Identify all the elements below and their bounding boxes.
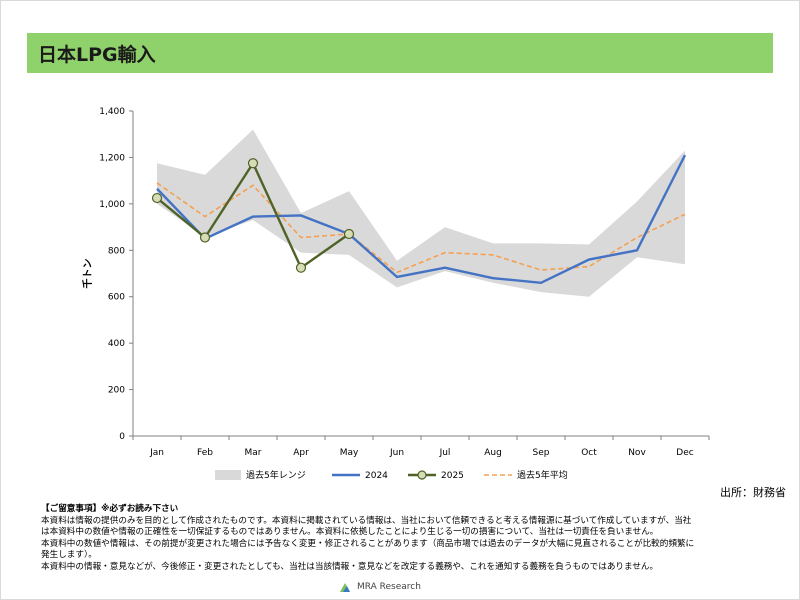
y-tick-label: 1,400	[99, 107, 125, 117]
y-tick-label: 400	[108, 339, 125, 349]
x-tick-label: Jul	[439, 448, 451, 458]
mra-logo-icon	[340, 583, 350, 592]
series-2025-point	[295, 262, 307, 273]
disclaimer-line: 本資料は情報の提供のみを目的として作成されたものです。本資料に掲載されている情報…	[41, 515, 692, 526]
x-tick-label: May	[340, 448, 359, 458]
series-2025-point	[247, 158, 259, 169]
y-axis-label: 千トン	[81, 259, 94, 289]
x-tick-label: Sep	[533, 448, 550, 458]
disclaimer-line: 本資料中の情報・意見などが、今後修正・変更されたとしても、当社は当該情報・意見な…	[41, 561, 659, 572]
range-band-area	[157, 129, 685, 297]
y-tick-label: 1,000	[99, 200, 125, 210]
y-tick-label: 0	[119, 432, 125, 442]
footer-logo: MRA Research	[338, 580, 421, 594]
legend-2024-label: 2024	[365, 471, 388, 481]
disclaimer: 【ご留意事項】※必ずお読み下さい 本資料は情報の提供のみを目的として作成されたも…	[41, 504, 781, 574]
disclaimer-line: 発生します）。	[41, 550, 97, 561]
title-bar: 日本LPG輸入	[27, 33, 773, 73]
x-tick-label: Mar	[245, 448, 262, 458]
lpg-import-chart: 0 200 400 600 800 1,000 1,200 1,400 Jan Feb Mar Apr…	[81, 107, 710, 481]
legend-2025-marker	[417, 470, 427, 480]
y-tick-label: 200	[108, 386, 125, 396]
y-tick-label: 800	[108, 246, 125, 256]
x-tick-label: Apr	[293, 448, 309, 458]
series-2024-line	[156, 154, 687, 285]
footer-brand: MRA Research	[357, 582, 421, 592]
x-tick-label: Nov	[628, 448, 646, 458]
x-tick-label: Aug	[484, 448, 502, 458]
x-tick-label: Jan	[149, 448, 164, 458]
disclaimer-line: は本資料中の数値や情報の正確性を一切保証するものではありません。本資料に依拠した…	[41, 527, 659, 538]
legend-range-label: 過去5年レンジ	[246, 469, 306, 481]
disclaimer-line: 本資料中の数値や情報は、その前提が変更された場合には予告なく変更・修正されること…	[41, 538, 695, 549]
y-tick-label: 1,200	[99, 153, 125, 163]
series-avg-line	[156, 182, 686, 274]
source-note: 出所：財務省	[720, 486, 786, 499]
x-tick-label: Dec	[676, 448, 693, 458]
series-2025-point	[343, 228, 355, 240]
series-2025-point	[151, 192, 163, 204]
y-tick-label: 600	[108, 293, 125, 303]
disclaimer-heading: 【ご留意事項】※必ずお読み下さい	[41, 504, 179, 514]
x-tick-label: Feb	[197, 448, 213, 458]
x-tick-label: Oct	[581, 448, 597, 458]
legend-2025-label: 2025	[441, 471, 464, 481]
series-2025-point	[199, 232, 211, 243]
legend-avg-label: 過去5年平均	[517, 469, 568, 481]
legend-range-swatch	[215, 470, 241, 480]
page-title: 日本LPG輸入	[38, 43, 156, 66]
x-tick-label: Jun	[389, 448, 404, 458]
